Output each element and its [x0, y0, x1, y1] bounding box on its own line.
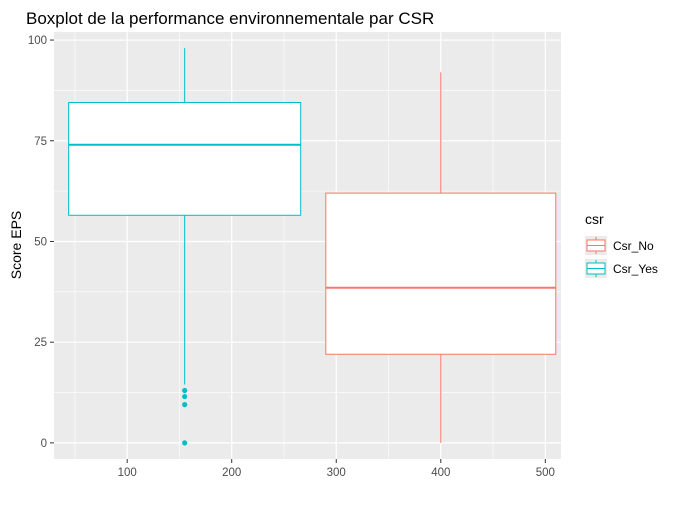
- outlier-point: [182, 440, 188, 446]
- outlier-point: [182, 387, 188, 394]
- iqr-box: [68, 101, 302, 216]
- boxes: [68, 48, 557, 446]
- y-tick-label: 50: [34, 236, 47, 248]
- outlier-point: [182, 402, 188, 408]
- legend: csr Csr_No Csr_Yes: [585, 211, 658, 278]
- outlier-point: [182, 393, 188, 400]
- x-tick-label: 300: [327, 467, 346, 479]
- legend-label: Csr_No: [613, 239, 654, 253]
- y-tick-label: 100: [28, 35, 47, 47]
- y-tick-label: 0: [41, 438, 47, 450]
- box-csr-yes: [68, 48, 302, 446]
- iqr-box: [325, 192, 557, 355]
- x-tick-label: 500: [536, 467, 555, 479]
- axes: 100 200 300 400 500 0 25 50 75 100: [28, 35, 555, 479]
- legend-item-csr-yes: Csr_Yes: [585, 259, 658, 278]
- x-tick-label: 100: [118, 467, 137, 479]
- legend-item-csr-no: Csr_No: [585, 236, 654, 255]
- box-csr-no: [325, 72, 557, 443]
- y-axis-label: Score EPS: [8, 211, 24, 279]
- legend-title: csr: [585, 211, 604, 227]
- chart-title: Boxplot de la performance environnementa…: [26, 9, 434, 28]
- y-tick-label: 25: [34, 337, 47, 349]
- legend-label: Csr_Yes: [613, 262, 658, 276]
- x-tick-label: 400: [431, 467, 450, 479]
- x-tick-label: 200: [222, 467, 241, 479]
- y-tick-label: 75: [34, 136, 47, 148]
